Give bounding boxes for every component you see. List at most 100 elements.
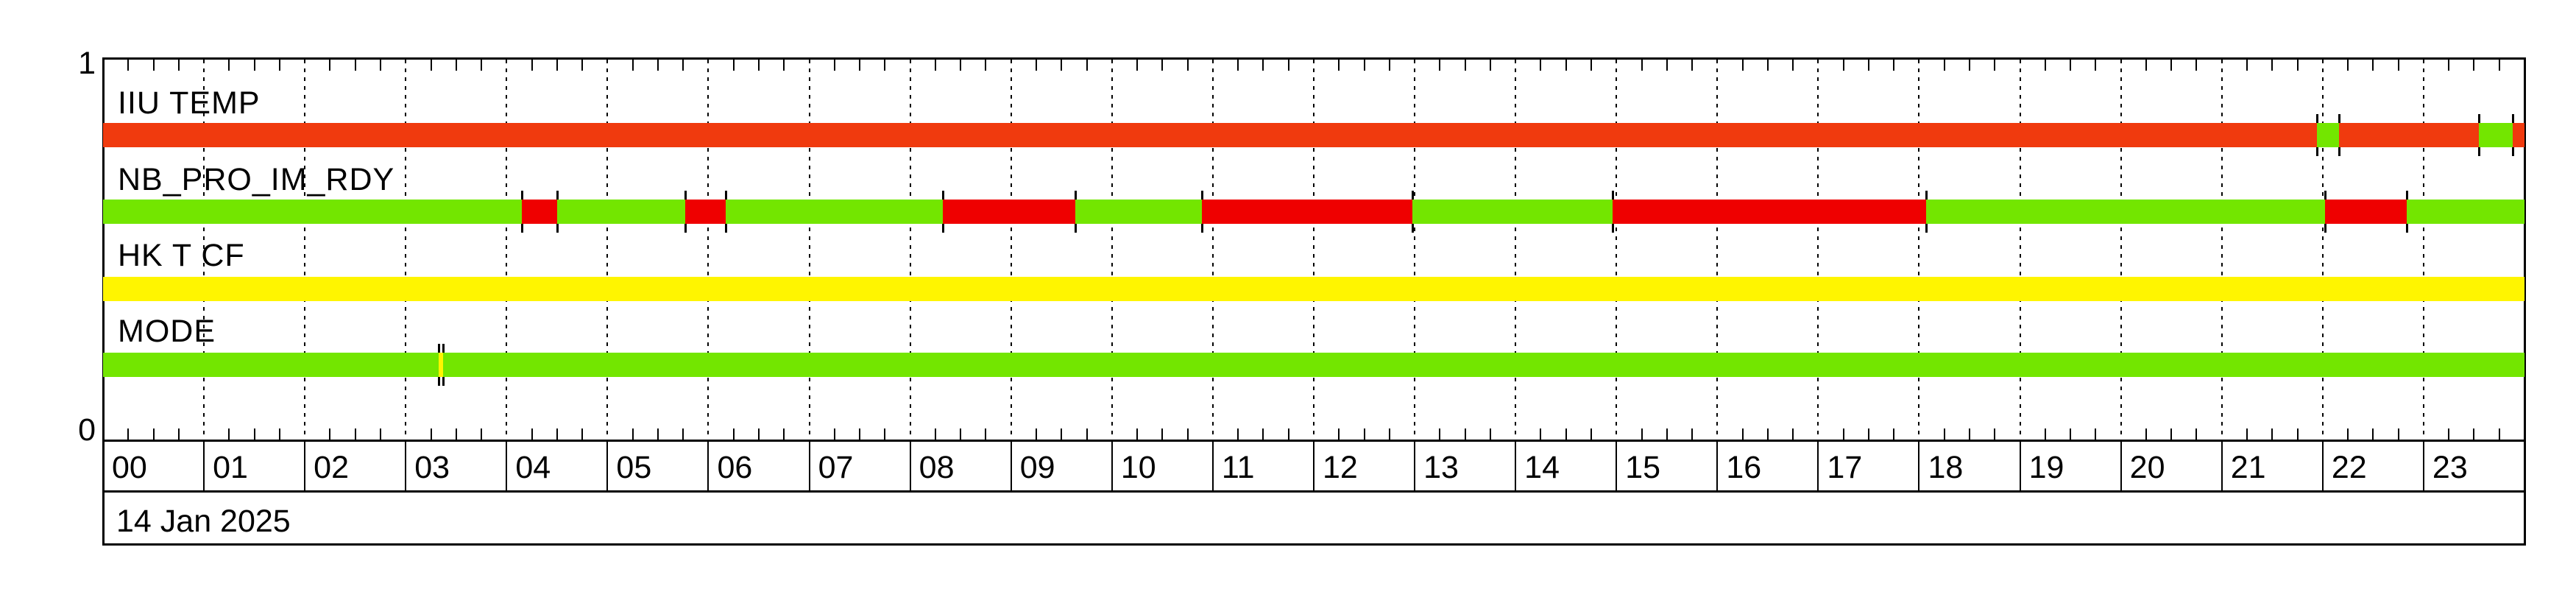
hour-cell-separator: [2120, 442, 2122, 490]
status-segment: [439, 353, 443, 377]
minor-tick-bottom: [430, 428, 432, 440]
hour-cell-separator: [1211, 442, 1214, 490]
minor-tick-bottom: [177, 428, 180, 440]
minor-tick-bottom: [2296, 428, 2299, 440]
minor-tick-bottom: [1943, 428, 1945, 440]
status-segment: [103, 123, 2317, 147]
minor-tick-top: [329, 60, 331, 71]
minor-tick-bottom: [2095, 428, 2097, 440]
minor-tick-top: [1893, 60, 1895, 71]
hour-cell-separator: [707, 442, 710, 490]
minor-tick-bottom: [1388, 428, 1390, 440]
minor-tick-bottom: [1842, 428, 1844, 440]
minor-tick-top: [934, 60, 936, 71]
hour-gridline: [1817, 60, 1819, 440]
hour-label: 04: [515, 450, 551, 485]
minor-tick-top: [1363, 60, 1365, 71]
minor-tick-top: [884, 60, 886, 71]
minor-tick-bottom: [657, 428, 659, 440]
minor-tick-top: [1540, 60, 1542, 71]
minor-tick-top: [379, 60, 381, 71]
status-segment: [103, 277, 2524, 301]
minor-tick-bottom: [455, 428, 457, 440]
minor-tick-top: [1186, 60, 1189, 71]
hour-gridline: [1515, 60, 1517, 440]
hour-cell-separator: [1918, 442, 1920, 490]
transition-marker: [684, 191, 687, 200]
minor-tick-top: [1565, 60, 1567, 71]
minor-tick-top: [1061, 60, 1063, 71]
transition-marker: [941, 224, 944, 233]
minor-tick-top: [2246, 60, 2248, 71]
minor-tick-bottom: [2347, 428, 2349, 440]
minor-tick-bottom: [1969, 428, 1971, 440]
transition-marker: [2315, 114, 2318, 123]
minor-tick-top: [2271, 60, 2274, 71]
minor-tick-bottom: [228, 428, 230, 440]
minor-tick-bottom: [1590, 428, 1592, 440]
minor-tick-top: [1136, 60, 1139, 71]
minor-tick-top: [758, 60, 760, 71]
minor-tick-top: [2296, 60, 2299, 71]
hour-label: 11: [1221, 450, 1255, 485]
minor-tick-bottom: [2448, 428, 2450, 440]
minor-tick-bottom: [2246, 428, 2248, 440]
minor-tick-top: [481, 60, 483, 71]
minor-tick-top: [1994, 60, 1996, 71]
minor-tick-top: [253, 60, 255, 71]
minor-tick-top: [1388, 60, 1390, 71]
minor-tick-top: [1691, 60, 1694, 71]
minor-tick-bottom: [2271, 428, 2274, 440]
minor-tick-top: [2498, 60, 2500, 71]
minor-tick-bottom: [581, 428, 584, 440]
minor-tick-bottom: [1867, 428, 1869, 440]
hour-cell-separator: [304, 442, 306, 490]
plot-top-border: [102, 57, 2526, 60]
minor-tick-bottom: [1287, 428, 1289, 440]
minor-tick-bottom: [152, 428, 155, 440]
minor-tick-top: [556, 60, 558, 71]
status-segment: [1075, 200, 1202, 224]
minor-tick-top: [1766, 60, 1769, 71]
minor-tick-bottom: [127, 428, 130, 440]
minor-tick-bottom: [1439, 428, 1441, 440]
date-row-bottom-border: [102, 543, 2526, 546]
minor-tick-bottom: [1641, 428, 1643, 440]
minor-tick-bottom: [631, 428, 634, 440]
minor-tick-bottom: [2070, 428, 2072, 440]
minor-tick-top: [985, 60, 987, 71]
transition-marker: [2324, 224, 2326, 233]
hour-cell-separator: [2019, 442, 2021, 490]
transition-marker: [941, 191, 944, 200]
transition-marker: [2405, 191, 2408, 200]
transition-marker: [2315, 147, 2318, 156]
hour-label: 22: [2331, 450, 2367, 485]
minor-tick-bottom: [1086, 428, 1088, 440]
hour-label: 06: [717, 450, 753, 485]
minor-tick-top: [1741, 60, 1744, 71]
minor-tick-bottom: [1666, 428, 1668, 440]
hour-label: 00: [112, 450, 147, 485]
minor-tick-bottom: [2473, 428, 2475, 440]
row-label-nb-pro-im-rdy: NB_PRO_IM_RDY: [118, 162, 395, 197]
y-axis-label-bottom: 0: [78, 412, 96, 448]
hour-cell-separator: [606, 442, 609, 490]
minor-tick-bottom: [379, 428, 381, 440]
date-label: 14 Jan 2025: [116, 504, 291, 539]
hour-label: 18: [1928, 450, 1964, 485]
minor-tick-bottom: [2372, 428, 2374, 440]
transition-marker: [1075, 191, 1078, 200]
minor-tick-bottom: [732, 428, 735, 440]
minor-tick-top: [732, 60, 735, 71]
status-segment: [103, 353, 439, 377]
minor-tick-bottom: [531, 428, 533, 440]
minor-tick-bottom: [556, 428, 558, 440]
minor-tick-top: [1036, 60, 1038, 71]
minor-tick-bottom: [2397, 428, 2399, 440]
minor-tick-top: [1161, 60, 1164, 71]
transition-marker: [520, 191, 523, 200]
minor-tick-bottom: [2498, 428, 2500, 440]
minor-tick-top: [1666, 60, 1668, 71]
minor-tick-bottom: [481, 428, 483, 440]
minor-tick-top: [2195, 60, 2198, 71]
